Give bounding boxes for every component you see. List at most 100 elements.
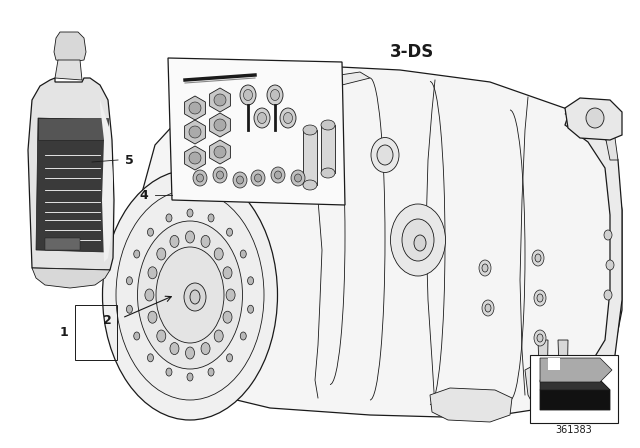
Ellipse shape (537, 294, 543, 302)
Polygon shape (321, 125, 335, 173)
Ellipse shape (214, 146, 226, 158)
Ellipse shape (254, 108, 270, 128)
Ellipse shape (402, 219, 434, 261)
Polygon shape (55, 60, 82, 80)
Polygon shape (430, 388, 512, 422)
Ellipse shape (170, 343, 179, 354)
Ellipse shape (102, 170, 278, 420)
Ellipse shape (485, 304, 491, 312)
Ellipse shape (147, 354, 154, 362)
Ellipse shape (214, 119, 226, 131)
Ellipse shape (414, 235, 426, 251)
Ellipse shape (303, 125, 317, 135)
Ellipse shape (237, 176, 243, 184)
Ellipse shape (240, 85, 256, 105)
Ellipse shape (223, 311, 232, 323)
Text: 5: 5 (125, 154, 134, 167)
Ellipse shape (156, 247, 224, 343)
Ellipse shape (243, 90, 253, 100)
Ellipse shape (213, 167, 227, 183)
Ellipse shape (271, 167, 285, 183)
Ellipse shape (294, 174, 301, 182)
Polygon shape (138, 65, 622, 418)
Ellipse shape (257, 112, 266, 124)
Text: 361383: 361383 (556, 425, 593, 435)
Ellipse shape (240, 250, 246, 258)
Polygon shape (548, 358, 560, 370)
Ellipse shape (227, 354, 232, 362)
Ellipse shape (193, 170, 207, 186)
Ellipse shape (482, 300, 494, 316)
Ellipse shape (227, 228, 232, 236)
Ellipse shape (255, 174, 262, 182)
Polygon shape (538, 340, 548, 395)
Ellipse shape (189, 152, 201, 164)
Ellipse shape (377, 145, 393, 165)
Ellipse shape (184, 283, 206, 311)
Ellipse shape (479, 260, 491, 276)
Polygon shape (303, 130, 317, 185)
Polygon shape (558, 340, 568, 395)
Ellipse shape (535, 254, 541, 262)
Ellipse shape (147, 228, 154, 236)
Ellipse shape (216, 171, 223, 179)
Ellipse shape (145, 289, 154, 301)
Ellipse shape (303, 180, 317, 190)
Polygon shape (540, 358, 612, 382)
Ellipse shape (186, 231, 195, 243)
Ellipse shape (208, 368, 214, 376)
Ellipse shape (166, 214, 172, 222)
Ellipse shape (127, 305, 132, 313)
Polygon shape (45, 238, 80, 250)
Ellipse shape (134, 332, 140, 340)
Ellipse shape (148, 267, 157, 279)
Polygon shape (525, 362, 578, 415)
Ellipse shape (134, 250, 140, 258)
Ellipse shape (604, 290, 612, 300)
Ellipse shape (157, 330, 166, 342)
Ellipse shape (604, 230, 612, 240)
Polygon shape (540, 380, 610, 410)
Ellipse shape (127, 277, 132, 285)
Ellipse shape (138, 221, 243, 369)
Ellipse shape (248, 277, 253, 285)
Ellipse shape (157, 248, 166, 260)
Polygon shape (32, 268, 110, 288)
Ellipse shape (201, 235, 210, 247)
Ellipse shape (291, 170, 305, 186)
Polygon shape (100, 100, 113, 262)
Ellipse shape (116, 190, 264, 400)
Ellipse shape (275, 171, 282, 179)
Ellipse shape (267, 85, 283, 105)
Ellipse shape (214, 330, 223, 342)
Ellipse shape (606, 260, 614, 270)
Polygon shape (560, 110, 622, 405)
Ellipse shape (537, 334, 543, 342)
Ellipse shape (248, 305, 253, 313)
Polygon shape (54, 32, 86, 62)
Ellipse shape (223, 267, 232, 279)
Polygon shape (28, 78, 114, 270)
Ellipse shape (214, 94, 226, 106)
Ellipse shape (166, 368, 172, 376)
Ellipse shape (214, 248, 223, 260)
Ellipse shape (170, 235, 179, 247)
Ellipse shape (534, 290, 546, 306)
Ellipse shape (371, 138, 399, 172)
Ellipse shape (532, 250, 544, 266)
Ellipse shape (186, 347, 195, 359)
Bar (530, 355, 618, 423)
Ellipse shape (280, 108, 296, 128)
Polygon shape (240, 72, 370, 165)
Ellipse shape (187, 209, 193, 217)
Ellipse shape (482, 264, 488, 272)
Ellipse shape (226, 289, 235, 301)
Ellipse shape (233, 172, 247, 188)
Polygon shape (36, 118, 108, 252)
Text: 2: 2 (103, 314, 112, 327)
Polygon shape (168, 58, 345, 205)
Ellipse shape (189, 126, 201, 138)
Bar (75, 305, 117, 360)
Ellipse shape (201, 343, 210, 354)
Polygon shape (540, 380, 610, 390)
